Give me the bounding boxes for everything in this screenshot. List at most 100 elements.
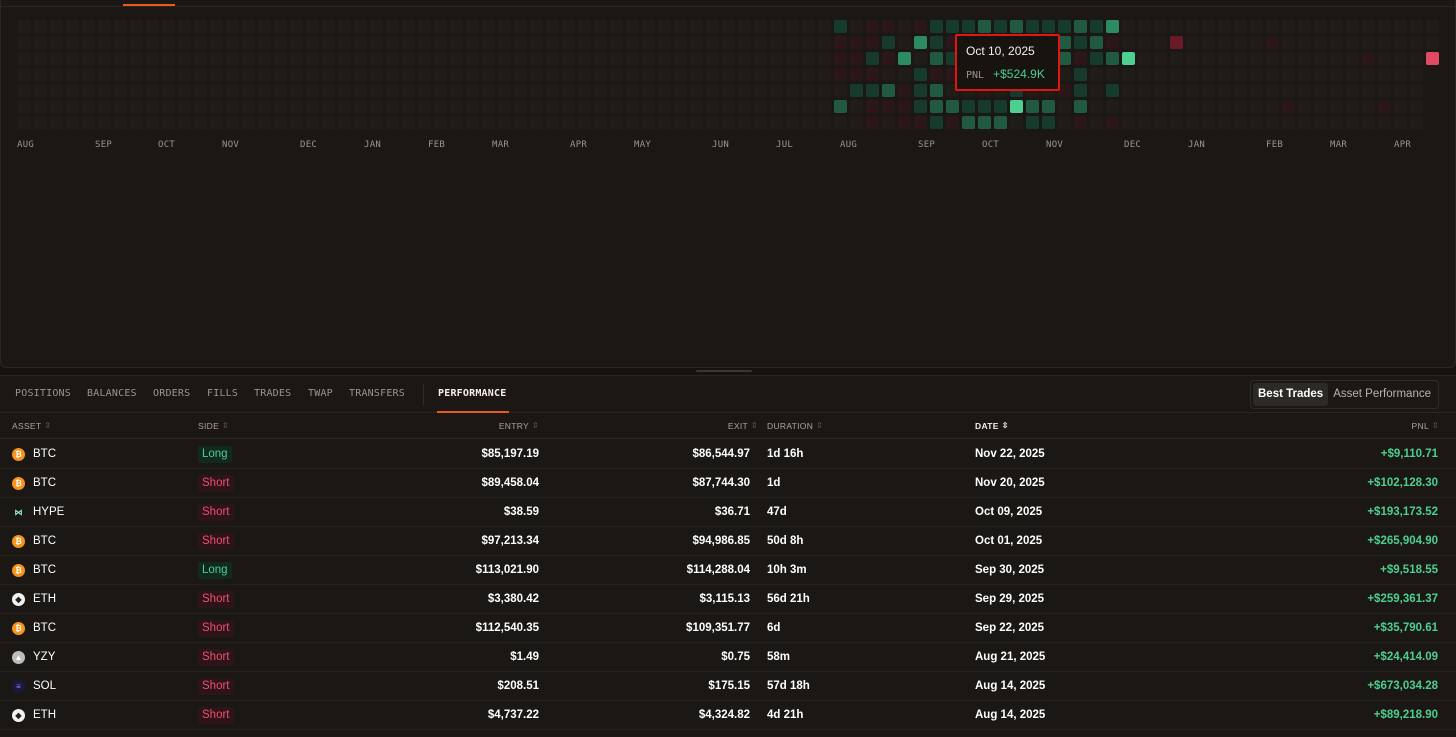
heatmap-day-cell[interactable] xyxy=(978,116,991,129)
heatmap-day-cell[interactable] xyxy=(706,68,719,81)
heatmap-day-cell[interactable] xyxy=(834,20,847,33)
column-side[interactable]: SIDE ⇳ xyxy=(198,421,230,431)
heatmap-day-cell[interactable] xyxy=(626,36,639,49)
heatmap-day-cell[interactable] xyxy=(786,20,799,33)
heatmap-day-cell[interactable] xyxy=(674,100,687,113)
heatmap-day-cell[interactable] xyxy=(802,36,815,49)
heatmap-day-cell[interactable] xyxy=(1074,116,1087,129)
heatmap-day-cell[interactable] xyxy=(738,52,751,65)
heatmap-day-cell[interactable] xyxy=(834,36,847,49)
heatmap-day-cell[interactable] xyxy=(98,20,111,33)
heatmap-day-cell[interactable] xyxy=(370,116,383,129)
heatmap-day-cell[interactable] xyxy=(418,84,431,97)
heatmap-day-cell[interactable] xyxy=(1186,116,1199,129)
heatmap-day-cell[interactable] xyxy=(642,84,655,97)
heatmap-day-cell[interactable] xyxy=(322,100,335,113)
heatmap-day-cell[interactable] xyxy=(402,36,415,49)
heatmap-day-cell[interactable] xyxy=(210,100,223,113)
heatmap-day-cell[interactable] xyxy=(1330,84,1343,97)
heatmap-day-cell[interactable] xyxy=(1122,116,1135,129)
heatmap-day-cell[interactable] xyxy=(1330,100,1343,113)
heatmap-day-cell[interactable] xyxy=(1362,84,1375,97)
heatmap-day-cell[interactable] xyxy=(450,52,463,65)
heatmap-day-cell[interactable] xyxy=(898,68,911,81)
heatmap-day-cell[interactable] xyxy=(1026,100,1039,113)
heatmap-day-cell[interactable] xyxy=(194,100,207,113)
heatmap-day-cell[interactable] xyxy=(1234,36,1247,49)
heatmap-day-cell[interactable] xyxy=(738,84,751,97)
heatmap-day-cell[interactable] xyxy=(1090,116,1103,129)
heatmap-day-cell[interactable] xyxy=(482,116,495,129)
heatmap-day-cell[interactable] xyxy=(610,100,623,113)
heatmap-day-cell[interactable] xyxy=(514,100,527,113)
heatmap-day-cell[interactable] xyxy=(706,36,719,49)
heatmap-day-cell[interactable] xyxy=(178,116,191,129)
heatmap-day-cell[interactable] xyxy=(658,116,671,129)
heatmap-day-cell[interactable] xyxy=(754,68,767,81)
heatmap-day-cell[interactable] xyxy=(1218,84,1231,97)
heatmap-day-cell[interactable] xyxy=(386,52,399,65)
asset-performance-button[interactable]: Asset Performance xyxy=(1333,388,1431,400)
heatmap-day-cell[interactable] xyxy=(290,116,303,129)
heatmap-day-cell[interactable] xyxy=(850,20,863,33)
heatmap-day-cell[interactable] xyxy=(786,36,799,49)
heatmap-day-cell[interactable] xyxy=(18,52,31,65)
heatmap-day-cell[interactable] xyxy=(610,52,623,65)
heatmap-day-cell[interactable] xyxy=(178,20,191,33)
heatmap-day-cell[interactable] xyxy=(466,68,479,81)
heatmap-day-cell[interactable] xyxy=(802,116,815,129)
heatmap-day-cell[interactable] xyxy=(882,84,895,97)
heatmap-day-cell[interactable] xyxy=(530,20,543,33)
heatmap-day-cell[interactable] xyxy=(210,68,223,81)
heatmap-day-cell[interactable] xyxy=(1106,20,1119,33)
heatmap-day-cell[interactable] xyxy=(466,100,479,113)
heatmap-day-cell[interactable] xyxy=(178,68,191,81)
heatmap-day-cell[interactable] xyxy=(1218,52,1231,65)
heatmap-day-cell[interactable] xyxy=(434,52,447,65)
heatmap-day-cell[interactable] xyxy=(1250,52,1263,65)
heatmap-day-cell[interactable] xyxy=(1330,68,1343,81)
heatmap-day-cell[interactable] xyxy=(1330,20,1343,33)
heatmap-day-cell[interactable] xyxy=(674,84,687,97)
heatmap-day-cell[interactable] xyxy=(1378,52,1391,65)
heatmap-day-cell[interactable] xyxy=(82,100,95,113)
heatmap-day-cell[interactable] xyxy=(530,36,543,49)
heatmap-day-cell[interactable] xyxy=(114,68,127,81)
heatmap-day-cell[interactable] xyxy=(322,52,335,65)
heatmap-day-cell[interactable] xyxy=(354,116,367,129)
heatmap-day-cell[interactable] xyxy=(642,20,655,33)
heatmap-day-cell[interactable] xyxy=(626,84,639,97)
heatmap-day-cell[interactable] xyxy=(610,68,623,81)
heatmap-day-cell[interactable] xyxy=(1202,68,1215,81)
heatmap-day-cell[interactable] xyxy=(1250,84,1263,97)
table-row[interactable]: ⋈ HYPE Short $38.59 $36.71 47d Oct 09, 2025 +$1… xyxy=(0,498,1456,527)
heatmap-day-cell[interactable] xyxy=(1202,100,1215,113)
heatmap-day-cell[interactable] xyxy=(914,100,927,113)
heatmap-day-cell[interactable] xyxy=(82,20,95,33)
heatmap-day-cell[interactable] xyxy=(1426,36,1439,49)
heatmap-day-cell[interactable] xyxy=(1122,52,1135,65)
heatmap-day-cell[interactable] xyxy=(1410,84,1423,97)
heatmap-day-cell[interactable] xyxy=(354,52,367,65)
heatmap-day-cell[interactable] xyxy=(642,52,655,65)
heatmap-day-cell[interactable] xyxy=(1266,84,1279,97)
heatmap-day-cell[interactable] xyxy=(754,36,767,49)
heatmap-day-cell[interactable] xyxy=(34,116,47,129)
heatmap-day-cell[interactable] xyxy=(1250,36,1263,49)
heatmap-day-cell[interactable] xyxy=(658,84,671,97)
heatmap-day-cell[interactable] xyxy=(514,52,527,65)
heatmap-day-cell[interactable] xyxy=(626,52,639,65)
heatmap-day-cell[interactable] xyxy=(386,84,399,97)
heatmap-day-cell[interactable] xyxy=(1298,36,1311,49)
heatmap-day-cell[interactable] xyxy=(370,100,383,113)
heatmap-day-cell[interactable] xyxy=(290,68,303,81)
heatmap-day-cell[interactable] xyxy=(946,100,959,113)
heatmap-day-cell[interactable] xyxy=(914,36,927,49)
heatmap-day-cell[interactable] xyxy=(818,52,831,65)
heatmap-day-cell[interactable] xyxy=(754,100,767,113)
heatmap-day-cell[interactable] xyxy=(674,36,687,49)
heatmap-day-cell[interactable] xyxy=(162,116,175,129)
heatmap-day-cell[interactable] xyxy=(578,84,591,97)
heatmap-day-cell[interactable] xyxy=(594,84,607,97)
heatmap-day-cell[interactable] xyxy=(642,36,655,49)
